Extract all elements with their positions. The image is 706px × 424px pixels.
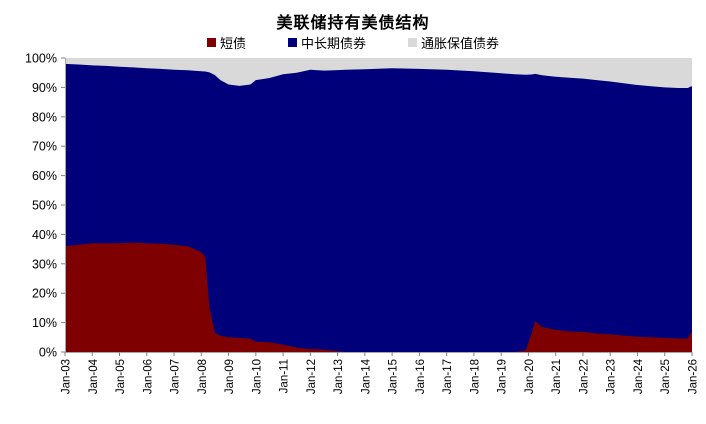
x-axis-label: Jan-21 bbox=[551, 359, 563, 394]
y-axis-label: 60% bbox=[32, 169, 57, 183]
y-axis-label: 10% bbox=[32, 316, 57, 330]
legend-label-mid-long-bonds: 中长期债券 bbox=[300, 36, 366, 51]
y-axis-label: 90% bbox=[32, 81, 57, 95]
y-axis-label: 40% bbox=[32, 228, 57, 242]
x-axis-label: Jan-15 bbox=[388, 359, 400, 394]
x-axis-label: Jan-08 bbox=[197, 359, 209, 394]
legend-label-tips: 通胀保值债券 bbox=[421, 36, 500, 51]
x-axis-label: Jan-05 bbox=[115, 359, 127, 394]
x-axis-label: Jan-25 bbox=[660, 359, 672, 394]
legend-swatch-short-bonds bbox=[206, 38, 216, 47]
legend-item-short-bonds: 短债 bbox=[206, 33, 246, 52]
x-axis-label: Jan-04 bbox=[88, 358, 100, 394]
x-axis-label: Jan-16 bbox=[415, 359, 427, 394]
x-axis-label: Jan-07 bbox=[170, 359, 182, 394]
legend-swatch-mid-long-bonds bbox=[287, 38, 297, 47]
area-short-bonds bbox=[65, 242, 692, 352]
x-axis-label: Jan-24 bbox=[633, 358, 645, 394]
chart-title: 美联储持有美债结构 bbox=[276, 15, 430, 32]
x-axis-label: Jan-10 bbox=[251, 359, 263, 394]
y-axis-label: 30% bbox=[32, 257, 57, 271]
y-axis-label: 0% bbox=[39, 346, 57, 360]
x-axis-label: Jan-26 bbox=[688, 359, 700, 394]
legend-item-mid-long-bonds: 中长期债券 bbox=[287, 33, 366, 52]
x-axis-label: Jan-13 bbox=[333, 359, 345, 394]
x-axis-label: Jan-22 bbox=[578, 359, 590, 394]
x-axis-label: Jan-18 bbox=[469, 359, 481, 394]
y-axis-label: 20% bbox=[32, 287, 57, 301]
x-axis-label: Jan-06 bbox=[142, 359, 154, 394]
x-axis-label: Jan-09 bbox=[224, 359, 236, 394]
x-axis-label: Jan-11 bbox=[279, 359, 291, 393]
chart-legend: 短债 中长期债券 通胀保值债券 bbox=[0, 33, 706, 52]
y-axis-label: 100% bbox=[25, 52, 57, 66]
x-axis-label: Jan-20 bbox=[524, 359, 536, 394]
legend-label-short-bonds: 短债 bbox=[219, 36, 246, 51]
y-axis-label: 80% bbox=[32, 110, 57, 124]
legend-swatch-tips bbox=[408, 38, 417, 47]
x-axis-label: Jan-03 bbox=[61, 359, 73, 394]
x-axis-label: Jan-17 bbox=[442, 359, 454, 394]
x-axis-label: Jan-23 bbox=[606, 359, 618, 394]
area-mid-long-bonds bbox=[65, 63, 692, 353]
x-axis-label: Jan-12 bbox=[306, 359, 318, 394]
legend-item-tips: 通胀保值债券 bbox=[408, 33, 499, 52]
y-axis-label: 50% bbox=[32, 199, 57, 213]
x-axis-label: Jan-19 bbox=[497, 359, 509, 394]
x-axis-label: Jan-14 bbox=[360, 358, 372, 394]
y-axis-label: 70% bbox=[32, 140, 57, 154]
